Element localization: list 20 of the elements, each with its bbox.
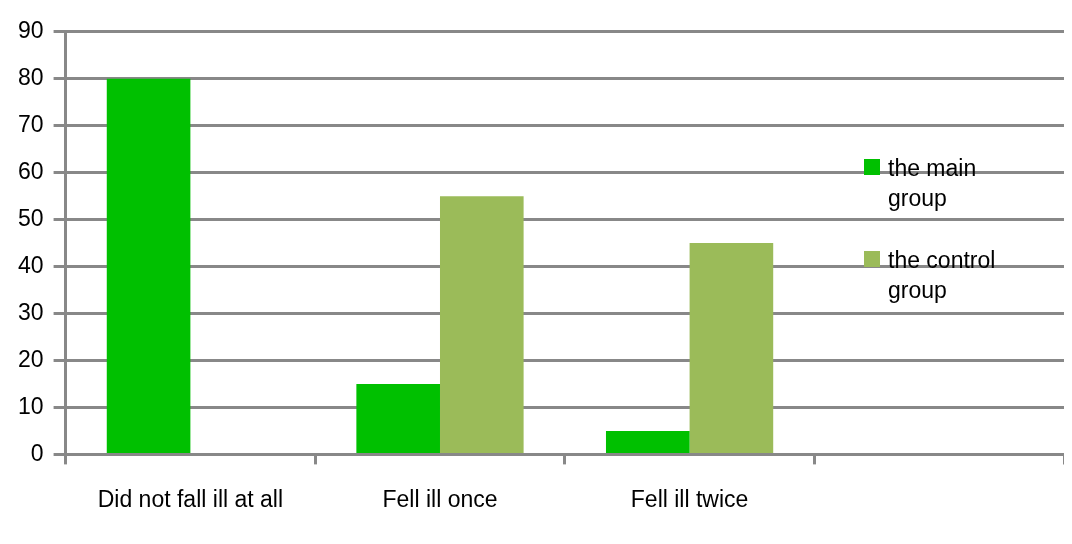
x-tick-label: Fell ill once	[382, 485, 498, 512]
bar	[439, 196, 524, 453]
y-tick-label: 80	[17, 64, 44, 91]
x-tick-label: Fell ill twice	[630, 485, 749, 512]
y-tick-label: 50	[17, 204, 44, 231]
y-tick-label: 30	[17, 298, 44, 325]
y-tick-label: 90	[17, 17, 44, 44]
bar	[356, 383, 440, 453]
y-tick-label: 40	[17, 251, 44, 278]
bar	[106, 78, 191, 453]
y-tick-label: 60	[17, 158, 44, 185]
y-tick-label: 0	[30, 439, 44, 466]
y-tick-label: 20	[17, 345, 44, 372]
legend-label: the main group	[888, 154, 978, 213]
bar	[689, 243, 774, 453]
y-tick-label: 10	[17, 392, 44, 419]
y-tick-label: 70	[17, 111, 44, 138]
x-tick-label: Did not fall ill at all	[97, 485, 284, 512]
bar	[605, 430, 690, 453]
legend-label: the control group	[888, 246, 997, 305]
